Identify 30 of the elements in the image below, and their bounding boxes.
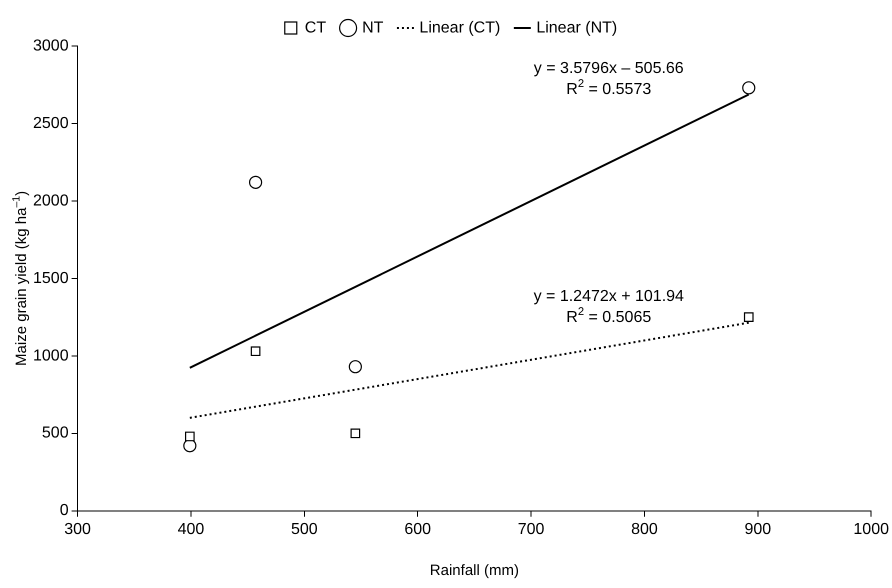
x-tick-label: 500: [290, 520, 318, 538]
point: [248, 176, 262, 189]
y-tick-label: 1000: [33, 347, 69, 364]
x-tick-label: 600: [404, 520, 432, 538]
y-tick-label: 500: [42, 424, 69, 442]
point: [742, 81, 756, 94]
point: [350, 428, 360, 438]
x-tick-label: 1000: [853, 520, 890, 538]
annotation: y = 1.2472x + 101.94: [534, 288, 684, 306]
x-tick-label: 700: [518, 520, 545, 538]
x-tick-label: 400: [178, 520, 204, 538]
y-axis-title: Maize grain yield (kg ha–1): [10, 190, 30, 366]
y-tick-label: 2000: [33, 192, 69, 210]
point: [250, 346, 260, 356]
legend-label: CT: [304, 19, 326, 36]
point: [348, 360, 362, 374]
legend-label: Linear (NT): [536, 19, 618, 36]
legend-label: Linear (CT): [419, 19, 500, 36]
annotation: y = 3.5796x – 505.66: [534, 60, 684, 77]
point: [184, 432, 195, 442]
x-tick-label: 900: [744, 520, 772, 538]
y-tick-label: 3000: [33, 37, 69, 54]
x-axis-title: Rainfall (mm): [430, 562, 519, 580]
y-tick-label: 0: [60, 502, 69, 520]
x-tick-label: 800: [631, 520, 658, 538]
y-tick-label: 1500: [33, 270, 69, 287]
y-tick-label: 2500: [33, 114, 69, 132]
x-tick-label: 300: [64, 520, 92, 538]
point: [744, 312, 754, 322]
legend-label: NT: [362, 19, 384, 36]
